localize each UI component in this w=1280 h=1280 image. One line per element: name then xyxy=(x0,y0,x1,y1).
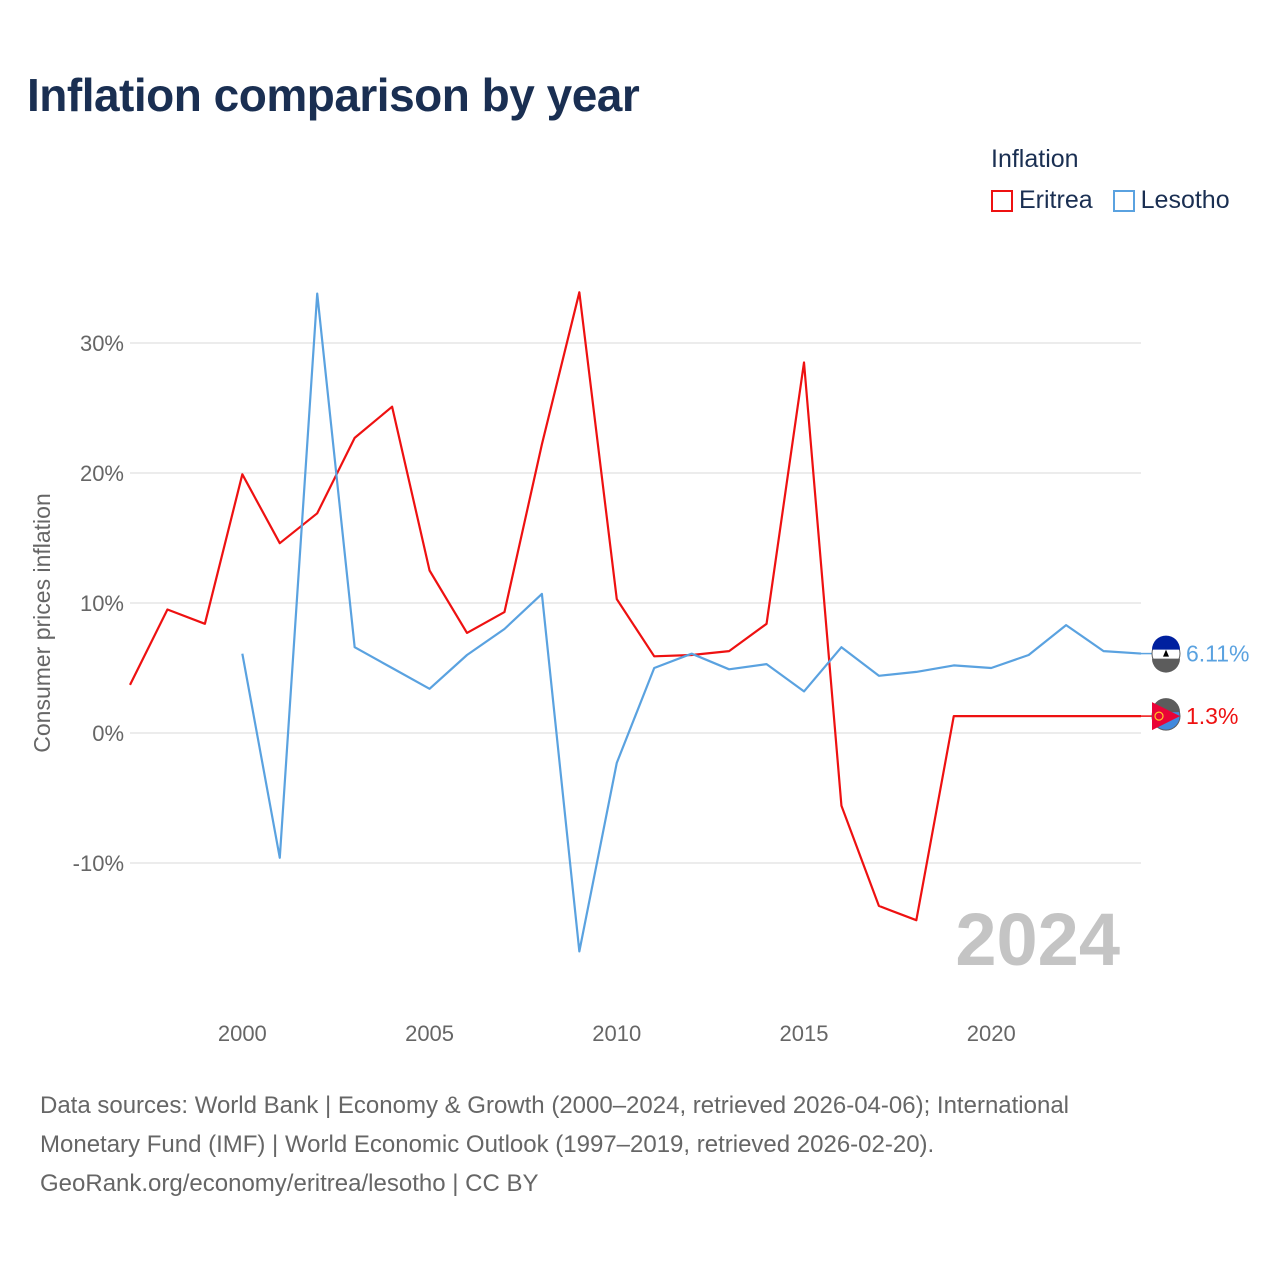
footer-line-3[interactable]: GeoRank.org/economy/eritrea/lesotho | CC… xyxy=(40,1170,539,1197)
series-line-eritrea xyxy=(129,291,1141,922)
x-axis-ticks: 2000 2005 2010 2015 2020 xyxy=(218,1021,1016,1046)
x-tick-label: 2005 xyxy=(405,1021,454,1046)
y-tick-label: 10% xyxy=(80,591,124,616)
legend-swatch-lesotho xyxy=(1112,189,1135,212)
y-tick-label: -10% xyxy=(73,851,124,876)
x-tick-label: 2000 xyxy=(218,1021,267,1046)
y-tick-label: 30% xyxy=(80,331,124,356)
legend-title: Inflation xyxy=(991,145,1079,173)
chart-title: Inflation comparison by year xyxy=(27,69,640,121)
legend-item-lesotho[interactable]: Lesotho xyxy=(1112,186,1230,215)
y-axis-label: Consumer prices inflation xyxy=(29,493,55,753)
legend-item-eritrea[interactable]: Eritrea xyxy=(991,186,1093,215)
x-tick-label: 2015 xyxy=(780,1021,829,1046)
end-label-eritrea: 1.3% xyxy=(1186,703,1238,729)
legend-label-lesotho: Lesotho xyxy=(1140,186,1230,214)
x-tick-label: 2020 xyxy=(967,1021,1016,1046)
footer-line-1: Data sources: World Bank | Economy & Gro… xyxy=(40,1092,1070,1119)
eritrea-flag-icon xyxy=(1151,698,1181,731)
legend-swatch-eritrea xyxy=(991,189,1013,212)
source-footer: Data sources: World Bank | Economy & Gro… xyxy=(40,1086,1250,1203)
legend-label-eritrea: Eritrea xyxy=(1019,186,1093,214)
lesotho-flag-icon xyxy=(1151,635,1181,673)
series-line-lesotho xyxy=(241,292,1142,953)
end-markers: 1.3% 6.11% xyxy=(1141,635,1250,731)
x-tick-label: 2010 xyxy=(592,1021,641,1046)
year-watermark: 2024 xyxy=(955,898,1120,981)
series-lines xyxy=(129,291,1142,953)
footer-line-2: Monetary Fund (IMF) | World Economic Out… xyxy=(40,1131,935,1158)
line-chart: 30% 20% 10% 0% -10% 2000 2005 2010 2015 2020 Con… xyxy=(29,291,1250,1046)
y-tick-label: 20% xyxy=(80,461,124,486)
y-tick-label: 0% xyxy=(92,721,124,746)
y-axis-ticks: 30% 20% 10% 0% -10% xyxy=(73,331,124,876)
end-label-lesotho: 6.11% xyxy=(1186,641,1250,667)
legend: Eritrea Lesotho xyxy=(991,186,1230,215)
gridlines xyxy=(130,342,1141,864)
